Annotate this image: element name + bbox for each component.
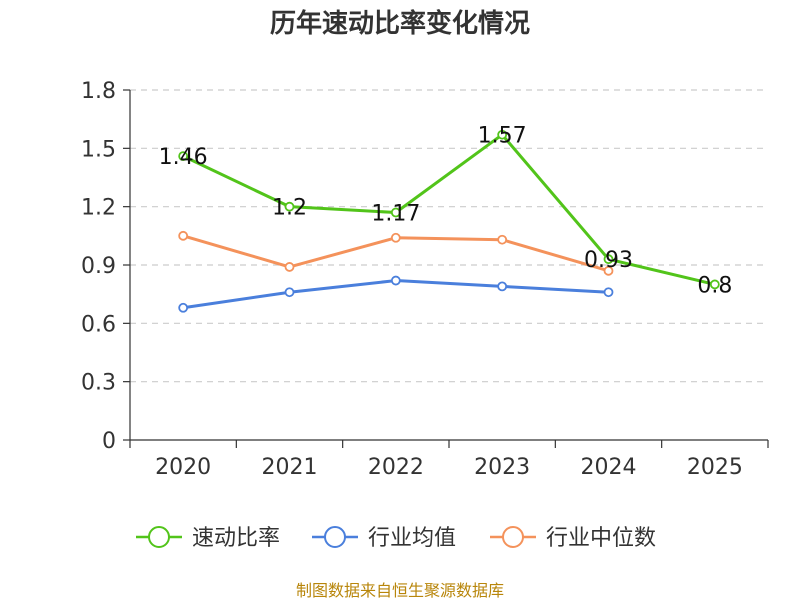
data-point <box>178 302 189 313</box>
x-tick-label: 2024 <box>581 455 637 480</box>
legend-label: 行业均值 <box>368 526 456 551</box>
legend-item: 速动比率 <box>136 526 280 551</box>
data-point <box>603 287 614 298</box>
data-point <box>390 275 401 286</box>
legend-marker <box>502 526 524 548</box>
x-tick-label: 2025 <box>687 455 743 480</box>
data-label: 1.57 <box>478 124 527 149</box>
legend-label: 行业中位数 <box>546 526 656 551</box>
data-point <box>709 279 720 290</box>
data-point <box>178 230 189 241</box>
y-tick-label: 0 <box>102 429 116 454</box>
data-point <box>603 254 614 265</box>
legend-marker <box>324 526 346 548</box>
data-point <box>497 234 508 245</box>
data-label: 0.93 <box>584 248 633 273</box>
x-tick-label: 2023 <box>474 455 530 480</box>
legend-item: 行业均值 <box>312 526 456 551</box>
data-label: 1.17 <box>371 202 420 227</box>
y-tick-label: 1.8 <box>81 79 116 104</box>
y-tick-label: 0.9 <box>81 254 116 279</box>
axes: 0 0.3 0.6 0.9 1.2 1.5 1.8 2020 2021 2022 2023 2024 2… <box>81 79 769 480</box>
legend-marker <box>148 526 170 548</box>
y-tick-label: 0.3 <box>81 371 116 396</box>
chart-title: 历年速动比率变化情况 <box>270 8 530 39</box>
data-point <box>284 201 295 212</box>
data-label: 1.2 <box>272 196 307 221</box>
data-labels: 1.46 1.2 1.17 1.57 0.93 0.8 <box>159 124 733 299</box>
y-tick-label: 1.2 <box>81 196 116 221</box>
source-note: 制图数据来自恒生聚源数据库 <box>296 581 504 600</box>
y-tick-label: 0.6 <box>81 312 116 337</box>
legend-label: 速动比率 <box>192 526 280 551</box>
data-point <box>284 262 295 272</box>
data-point <box>497 129 508 140</box>
data-point <box>390 232 401 243</box>
grid <box>130 89 768 383</box>
legend-item: 行业中位数 <box>490 526 656 551</box>
series-group <box>178 129 720 313</box>
legend: 速动比率 行业均值 行业中位数 <box>136 526 656 551</box>
data-point <box>497 281 508 292</box>
data-label: 0.8 <box>697 273 732 298</box>
data-label: 1.46 <box>159 145 208 170</box>
data-point <box>603 265 614 276</box>
y-tick-label: 1.5 <box>81 137 116 162</box>
series-line <box>182 133 716 286</box>
data-point <box>178 151 189 162</box>
x-tick-label: 2020 <box>155 455 211 480</box>
x-tick-label: 2022 <box>368 455 424 480</box>
data-point <box>284 287 295 298</box>
data-point <box>390 207 401 218</box>
x-tick-label: 2021 <box>262 455 318 480</box>
